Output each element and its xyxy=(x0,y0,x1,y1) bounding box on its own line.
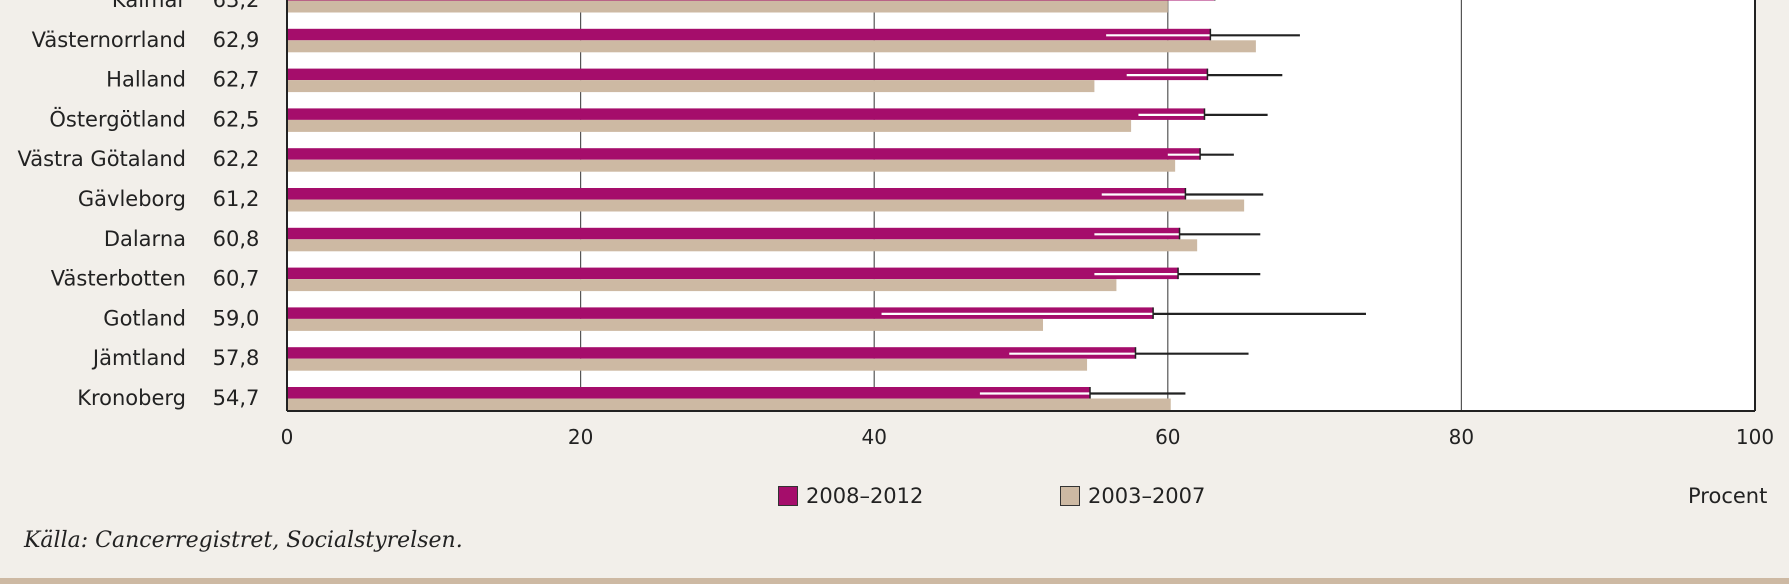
source-note: Källa: Cancerregistret, Socialstyrelsen. xyxy=(24,528,463,553)
bar-2008-2012-kalmar xyxy=(287,0,1215,1)
bar-2003-2007-östergötland xyxy=(287,119,1132,132)
value-label-kronoberg: 54,7 xyxy=(213,386,260,410)
bar-2003-2007-västernorrland xyxy=(287,40,1256,53)
bar-2008-2012-jämtland xyxy=(287,347,1136,359)
legend-item-2008-2012: 2008–2012 xyxy=(778,484,923,508)
value-label-gävleborg: 61,2 xyxy=(213,187,260,211)
x-tick-label-0: 0 xyxy=(281,425,294,449)
value-label-östergötland: 62,5 xyxy=(213,107,260,131)
bottom-rule xyxy=(0,578,1789,584)
bar-2003-2007-dalarna xyxy=(287,239,1198,252)
value-label-gotland: 59,0 xyxy=(213,306,260,330)
x-tick-label-20: 20 xyxy=(568,425,593,449)
bar-2008-2012-gävleborg xyxy=(287,188,1186,200)
bar-2008-2012-östergötland xyxy=(287,108,1205,120)
bar-2003-2007-kalmar xyxy=(287,0,1168,13)
category-label-västra-götaland: Västra Götaland xyxy=(17,147,186,171)
bar-2008-2012-västernorrland xyxy=(287,28,1211,41)
x-tick-label-100: 100 xyxy=(1736,425,1774,449)
value-label-västra-götaland: 62,2 xyxy=(213,147,260,171)
value-label-dalarna: 60,8 xyxy=(213,227,260,251)
bar-2008-2012-gotland xyxy=(287,307,1154,319)
plot-frame xyxy=(286,0,1756,412)
bar-2008-2012-dalarna xyxy=(287,227,1180,240)
category-label-västerbotten: Västerbotten xyxy=(51,267,186,291)
bar-2003-2007-gotland xyxy=(287,318,1044,331)
legend-item-2003-2007: 2003–2007 xyxy=(1060,484,1205,508)
category-label-västernorrland: Västernorrland xyxy=(32,28,186,52)
x-tick-label-80: 80 xyxy=(1449,425,1474,449)
x-tick-label-40: 40 xyxy=(861,425,886,449)
x-axis-label: Procent xyxy=(1688,484,1768,508)
bar-2003-2007-gävleborg xyxy=(287,199,1245,212)
value-label-västernorrland: 62,9 xyxy=(213,28,260,52)
bars xyxy=(287,0,1256,411)
error-bars xyxy=(881,0,1366,399)
bar-2003-2007-jämtland xyxy=(287,358,1088,371)
bar-2008-2012-halland xyxy=(287,68,1208,81)
category-label-gävleborg: Gävleborg xyxy=(78,187,186,211)
bar-2008-2012-kronoberg xyxy=(287,387,1090,399)
bar-2003-2007-västerbotten xyxy=(287,279,1117,292)
category-label-halland: Halland xyxy=(106,68,186,92)
category-label-östergötland: Östergötland xyxy=(49,106,186,131)
value-label-västerbotten: 60,7 xyxy=(213,267,260,291)
value-label-jämtland: 57,8 xyxy=(213,346,260,370)
value-labels: 63,2 62,9 62,7 62,5 62,2 61,2 60,8 60,7 59,0 57,8… xyxy=(213,0,260,410)
legend-label-2003-2007: 2003–2007 xyxy=(1088,484,1206,508)
x-tick-labels: 0 20 40 60 80 100 xyxy=(281,425,1774,449)
bar-2003-2007-västra-götaland xyxy=(287,159,1176,172)
category-label-jämtland: Jämtland xyxy=(91,346,186,370)
category-label-gotland: Gotland xyxy=(103,306,186,330)
legend-label-2008-2012: 2008–2012 xyxy=(806,484,924,508)
category-label-dalarna: Dalarna xyxy=(104,227,186,251)
category-label-kalmar: Kalmar xyxy=(112,0,186,12)
category-labels: Kalmar Västernorrland Halland Östergötland V… xyxy=(17,0,186,410)
value-label-halland: 62,7 xyxy=(213,68,260,92)
category-label-kronoberg: Kronoberg xyxy=(77,386,186,410)
value-label-kalmar: 63,2 xyxy=(213,0,260,12)
legend-swatch-2003-2007 xyxy=(1060,486,1080,506)
bar-2003-2007-halland xyxy=(287,80,1095,93)
legend-swatch-2008-2012 xyxy=(778,486,798,506)
bar-2003-2007-kronoberg xyxy=(287,398,1171,411)
bar-2008-2012-västra-götaland xyxy=(287,148,1201,160)
bar-chart: Kalmar Västernorrland Halland Östergötland V… xyxy=(17,0,1774,449)
x-tick-label-60: 60 xyxy=(1155,425,1180,449)
bar-2008-2012-västerbotten xyxy=(287,267,1179,280)
